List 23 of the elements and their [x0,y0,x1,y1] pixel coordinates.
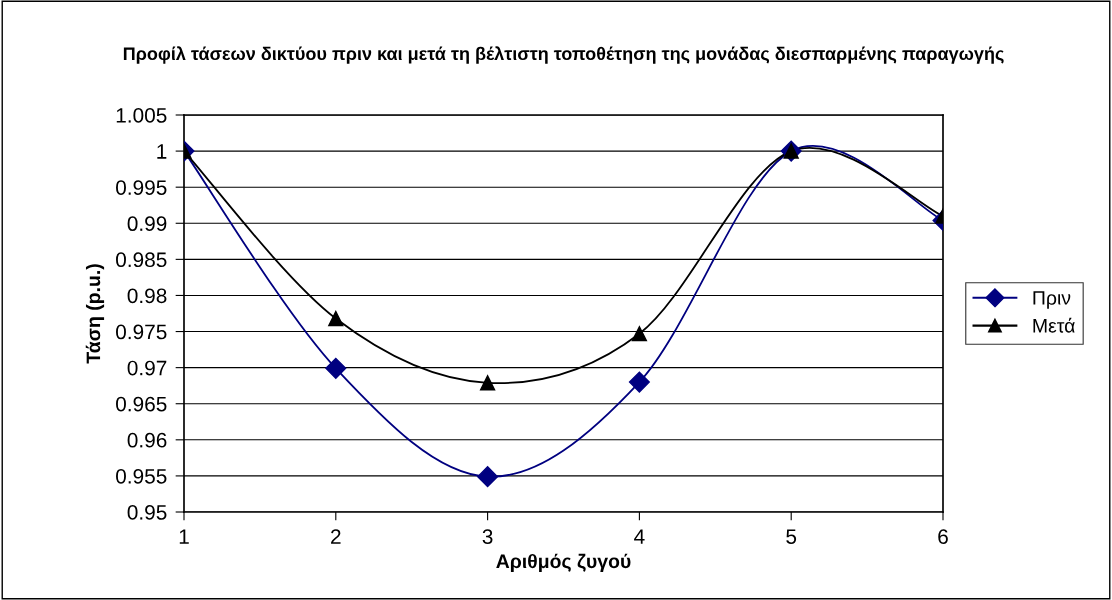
y-tick-label: 0.99 [127,216,167,232]
y-tick-label: 0.975 [116,324,167,340]
y-tick-label: 0.96 [127,432,167,448]
y-tick-label: 0.955 [116,468,167,484]
y-tick-label: 0.995 [116,180,167,195]
x-tick-label: 4 [634,529,645,544]
legend-label: Πριν [1033,291,1071,309]
y-axis-title: Τάση (p.u.) [85,264,105,364]
y-tick-label: 1 [157,144,167,159]
x-axis-title: Αριθμός ζυγού [496,553,631,572]
legend-label: Μετά [1033,317,1075,333]
x-tick-label: 5 [786,529,797,544]
x-tick-label: 3 [482,529,493,544]
x-tick-label: 1 [179,529,189,544]
x-tick-label: 2 [331,529,341,544]
x-tick-label: 6 [938,529,948,544]
y-tick-label: 1.005 [116,108,167,123]
y-tick-label: 0.965 [116,396,167,412]
y-tick-label: 0.98 [127,288,167,304]
y-tick-label: 0.95 [127,505,167,520]
y-tick-label: 0.97 [127,360,167,376]
y-tick-label: 0.985 [116,252,167,268]
chart-title: Προφίλ τάσεων δικτύου πριν και μετά τη βέλτιστη τοποθέτηση της μονάδας διεσπαρμένης παραγωγής [123,46,1004,64]
